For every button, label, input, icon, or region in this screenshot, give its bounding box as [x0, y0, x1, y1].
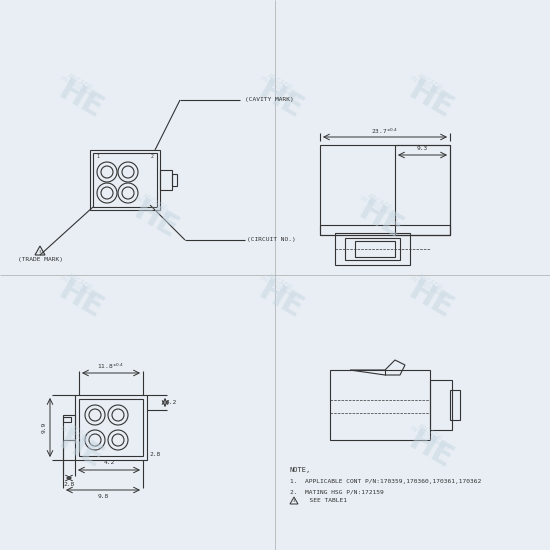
- Text: (TRADE MARK): (TRADE MARK): [18, 257, 63, 262]
- Text: ARCADE: ARCADE: [266, 272, 294, 292]
- Bar: [79, 399, 143, 456]
- Bar: [160, 170, 172, 190]
- Text: ARCADE: ARCADE: [416, 272, 444, 292]
- Text: (CAVITY MARK): (CAVITY MARK): [245, 97, 294, 102]
- Text: 9.8: 9.8: [97, 494, 109, 499]
- Text: ENTERTAINMENT: ENTERTAINMENT: [409, 75, 451, 102]
- Bar: [90, 150, 160, 210]
- Bar: [320, 145, 450, 235]
- Text: 4.2: 4.2: [166, 400, 177, 405]
- Bar: [355, 241, 395, 257]
- Text: HE: HE: [403, 76, 457, 124]
- Bar: [330, 370, 430, 440]
- Text: (CIRCUIT NO.): (CIRCUIT NO.): [247, 238, 296, 243]
- Text: ENTERTAINMENT: ENTERTAINMENT: [259, 75, 301, 102]
- Bar: [430, 380, 452, 430]
- Bar: [450, 390, 460, 420]
- Text: 23.7$^{\pm0.4}$: 23.7$^{\pm0.4}$: [371, 126, 399, 136]
- Text: ARCADE: ARCADE: [416, 73, 444, 92]
- Bar: [320, 225, 450, 235]
- Text: ARCADE: ARCADE: [416, 422, 444, 442]
- Bar: [63, 415, 75, 440]
- Text: 11.8$^{\pm0.4}$: 11.8$^{\pm0.4}$: [97, 361, 125, 371]
- Text: ENTERTAINMENT: ENTERTAINMENT: [59, 276, 101, 303]
- Bar: [335, 233, 410, 265]
- Text: 2.  MATING HSG P/N:172159: 2. MATING HSG P/N:172159: [290, 490, 384, 494]
- Text: ENTERTAINMENT: ENTERTAINMENT: [359, 195, 401, 223]
- Text: 3: 3: [293, 499, 295, 503]
- Text: 3: 3: [39, 250, 41, 254]
- Bar: [75, 395, 147, 460]
- Text: HE: HE: [403, 276, 457, 324]
- Text: ENTERTAINMENT: ENTERTAINMENT: [409, 426, 451, 453]
- Text: HE: HE: [53, 426, 107, 474]
- Text: HE: HE: [53, 276, 107, 324]
- Text: HE: HE: [128, 196, 182, 244]
- Text: ENTERTAINMENT: ENTERTAINMENT: [59, 426, 101, 453]
- Bar: [345, 238, 400, 260]
- Text: 9.9: 9.9: [41, 422, 47, 433]
- Text: 1: 1: [97, 155, 100, 159]
- Bar: [63, 417, 71, 422]
- Text: ENTERTAINMENT: ENTERTAINMENT: [409, 276, 451, 303]
- Text: ENTERTAINMENT: ENTERTAINMENT: [59, 75, 101, 102]
- Text: 2.8: 2.8: [63, 482, 75, 487]
- Text: HE: HE: [253, 76, 307, 124]
- Bar: [172, 174, 177, 186]
- Text: ARCADE: ARCADE: [66, 422, 94, 442]
- Text: HE: HE: [253, 276, 307, 324]
- Text: 4.2: 4.2: [103, 460, 114, 465]
- Text: HE: HE: [53, 76, 107, 124]
- Text: ARCADE: ARCADE: [266, 73, 294, 92]
- Text: ENTERTAINMENT: ENTERTAINMENT: [134, 195, 176, 223]
- Bar: [93, 153, 157, 207]
- Text: ENTERTAINMENT: ENTERTAINMENT: [259, 276, 301, 303]
- Text: 9.3: 9.3: [416, 146, 428, 151]
- Text: ARCADE: ARCADE: [366, 192, 394, 212]
- Text: NOTE,: NOTE,: [290, 467, 311, 473]
- Text: SEE TABLE1: SEE TABLE1: [302, 498, 347, 503]
- Text: 1.  APPLICABLE CONT P/N:170359,170360,170361,170362: 1. APPLICABLE CONT P/N:170359,170360,170…: [290, 480, 481, 485]
- Bar: [395, 145, 450, 235]
- Text: 2: 2: [151, 155, 153, 159]
- Text: ARCADE: ARCADE: [66, 272, 94, 292]
- Text: 2.8: 2.8: [150, 452, 161, 456]
- Text: HE: HE: [403, 426, 457, 474]
- Text: ARCADE: ARCADE: [66, 73, 94, 92]
- Text: ARCADE: ARCADE: [141, 192, 169, 212]
- Text: HE: HE: [353, 196, 407, 244]
